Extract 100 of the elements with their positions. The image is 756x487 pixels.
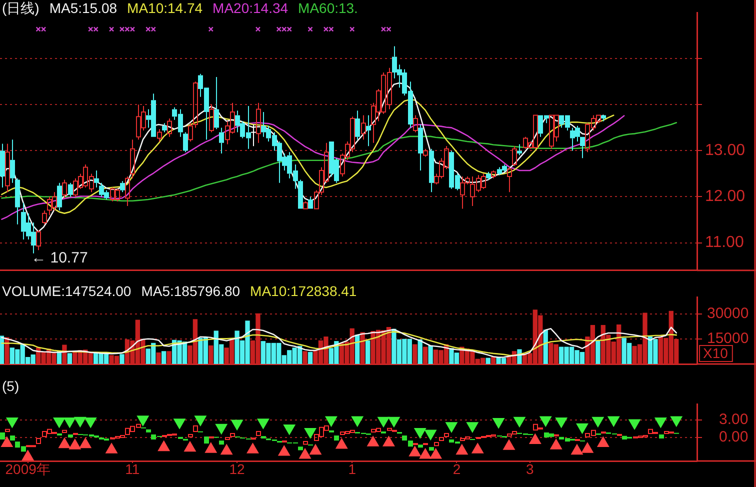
annotation: ← 10.77 — [31, 250, 88, 267]
point — [216, 424, 228, 434]
point — [597, 436, 609, 447]
candlestick — [308, 196, 313, 209]
point — [582, 442, 594, 453]
point — [220, 444, 232, 455]
point — [246, 443, 259, 454]
candlestick — [125, 176, 130, 206]
candlestick — [418, 124, 423, 172]
point — [414, 428, 426, 438]
point — [628, 419, 640, 430]
point — [456, 444, 468, 455]
point — [205, 442, 217, 453]
candlestick — [250, 124, 256, 147]
point — [409, 446, 421, 456]
point — [6, 417, 18, 428]
point — [540, 416, 552, 426]
point — [472, 443, 484, 454]
point — [670, 416, 682, 426]
bar — [486, 358, 490, 364]
point — [466, 422, 478, 432]
point — [608, 416, 620, 426]
point — [352, 416, 364, 426]
candlestick — [15, 178, 20, 225]
bar — [67, 353, 72, 364]
x-tick-label: 2 — [452, 460, 461, 477]
point — [278, 446, 290, 456]
point — [74, 416, 86, 428]
point — [299, 448, 311, 459]
x-tick-label: 11 — [125, 460, 140, 477]
candlestick — [214, 76, 219, 130]
point — [654, 417, 666, 428]
x-tick-label: 1 — [348, 460, 356, 477]
text: MA10:172838.41 — [250, 282, 357, 299]
y-tick-label: 3.00 — [719, 411, 748, 428]
point — [284, 424, 296, 435]
candlestick — [0, 143, 5, 188]
bar — [0, 336, 4, 364]
text: MA5:185796.80 — [141, 282, 240, 299]
text: X10 — [703, 344, 728, 361]
point — [137, 416, 149, 426]
x-tick-label: 3 — [526, 460, 534, 477]
point — [592, 416, 604, 428]
candlestick — [209, 104, 214, 133]
y-tick-label: 30000 — [707, 304, 749, 322]
candlestick — [507, 166, 512, 193]
candlestick — [183, 132, 188, 153]
candlestick — [366, 114, 371, 147]
bar — [543, 330, 548, 364]
candlestick — [256, 102, 261, 144]
candlestick — [601, 115, 606, 122]
point — [58, 438, 70, 448]
candlestick — [162, 122, 167, 133]
point — [325, 416, 337, 426]
x-tick-label: 12 — [229, 460, 246, 477]
x-tick-label: 2009年 — [5, 460, 50, 477]
y-tick-label: 12.00 — [705, 188, 746, 206]
point — [1, 436, 13, 447]
point — [84, 417, 96, 428]
chart-title: (日线) — [2, 0, 40, 16]
point — [378, 416, 390, 428]
bar — [120, 354, 124, 364]
point — [310, 444, 322, 455]
candlestick — [120, 180, 125, 193]
chart-title: VOLUME:147524.00 — [2, 282, 132, 299]
candlestick — [68, 182, 73, 198]
point — [514, 416, 526, 428]
candlestick — [219, 127, 224, 154]
point — [106, 443, 118, 454]
point — [304, 428, 316, 438]
y-tick-label: 15000 — [707, 330, 749, 348]
point — [420, 448, 432, 459]
point — [446, 422, 458, 432]
bar — [596, 340, 600, 364]
candlestick — [429, 148, 434, 193]
point — [550, 439, 562, 450]
point — [430, 448, 442, 459]
candlestick — [130, 139, 135, 179]
point — [53, 417, 66, 428]
candlestick — [5, 143, 10, 193]
point — [194, 416, 206, 426]
y-tick-label: 11.00 — [705, 234, 744, 252]
candlestick — [10, 139, 15, 184]
point — [388, 416, 400, 428]
bar — [365, 340, 370, 364]
candlestick — [298, 179, 303, 209]
point — [336, 438, 348, 449]
point — [424, 430, 436, 440]
text: MA20:14.34 — [212, 0, 288, 16]
point — [367, 436, 379, 446]
point — [576, 423, 588, 434]
point — [80, 438, 92, 448]
point — [571, 444, 583, 455]
point — [184, 441, 196, 452]
point — [231, 420, 243, 430]
point — [503, 440, 515, 450]
candlestick — [361, 114, 366, 140]
text: MA10:14.74 — [127, 0, 203, 16]
bar — [428, 345, 433, 364]
candlestick — [57, 182, 62, 212]
